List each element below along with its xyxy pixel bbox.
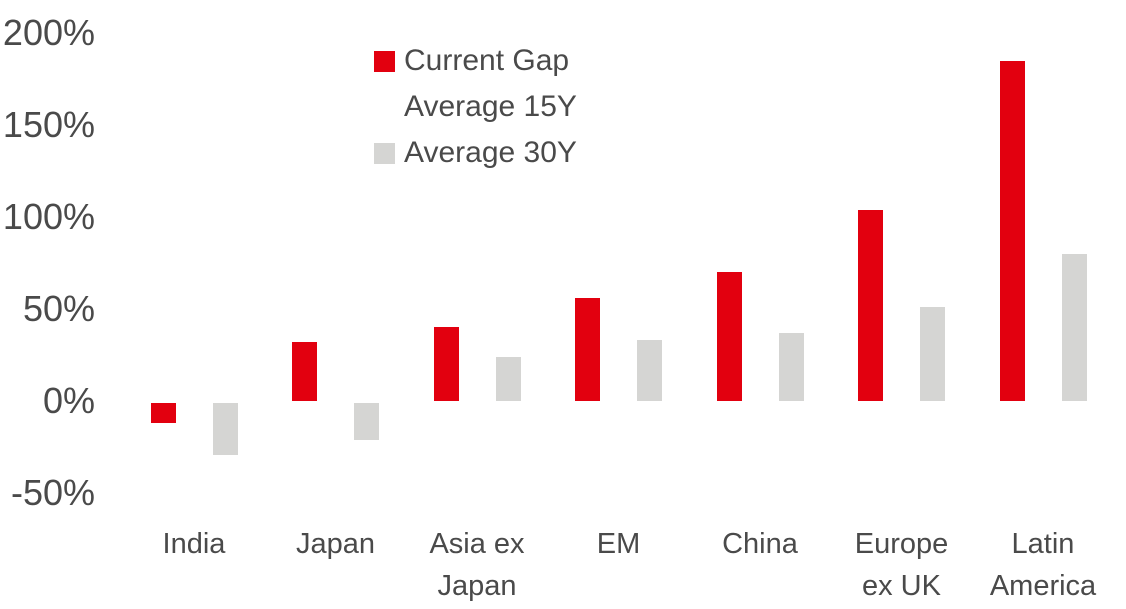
y-tick-label: 50% <box>22 288 95 329</box>
x-category-label-em: EM <box>596 528 641 560</box>
y-tick-label: 150% <box>2 104 95 145</box>
legend-label-average-15y: Average 15Y <box>404 90 577 123</box>
legend-label-current-gap: Current Gap <box>404 44 570 77</box>
legend-row-average-15y: Average 15Y <box>374 84 577 130</box>
y-tick-label: 0% <box>42 380 95 421</box>
bar-average-30y-japan <box>354 403 379 440</box>
legend-row-average-30y: Average 30Y <box>374 130 577 176</box>
x-category-label-japan: Japan <box>295 528 375 560</box>
bar-average-30y-europe-ex-uk <box>920 307 945 401</box>
bar-current-gap-average-15y-japan <box>292 342 317 401</box>
x-category-label-europe-ex-uk: Europe ex UK <box>854 528 949 602</box>
bar-average-30y-latin-america <box>1061 253 1087 401</box>
bar-average-30y-em <box>637 340 662 401</box>
y-tick-label: 100% <box>2 196 95 237</box>
x-category-label-india: India <box>162 528 226 560</box>
bar-current-gap-average-15y-latin-america <box>999 60 1025 401</box>
legend-label-average-30y: Average 30Y <box>404 136 577 169</box>
bar-current-gap-average-15y-china <box>716 272 742 401</box>
legend-swatch-current-gap-icon <box>374 50 395 72</box>
x-category-label-china: China <box>722 528 798 560</box>
x-category-label-latin-america: Latin America <box>989 528 1097 602</box>
bar-average-30y-china <box>778 332 804 401</box>
legend-swatch-average-30y-icon <box>374 142 395 164</box>
legend: Current Gap Average 15Y Average 30Y <box>374 38 577 176</box>
y-tick-label: -50% <box>10 472 95 513</box>
bar-current-gap-average-15y-india <box>150 403 176 424</box>
bar-current-gap-average-15y-asia-ex-japan <box>433 327 459 401</box>
bar-average-30y-asia-ex-japan <box>495 356 521 401</box>
bar-current-gap-average-15y-europe-ex-uk <box>858 209 883 401</box>
x-category-label-asia-ex-japan: Asia ex Japan <box>429 528 525 602</box>
bar-average-30y-india <box>212 403 238 455</box>
bar-current-gap-average-15y-em <box>575 297 600 401</box>
y-tick-label: 200% <box>2 12 95 53</box>
legend-row-current-gap: Current Gap <box>374 38 577 84</box>
